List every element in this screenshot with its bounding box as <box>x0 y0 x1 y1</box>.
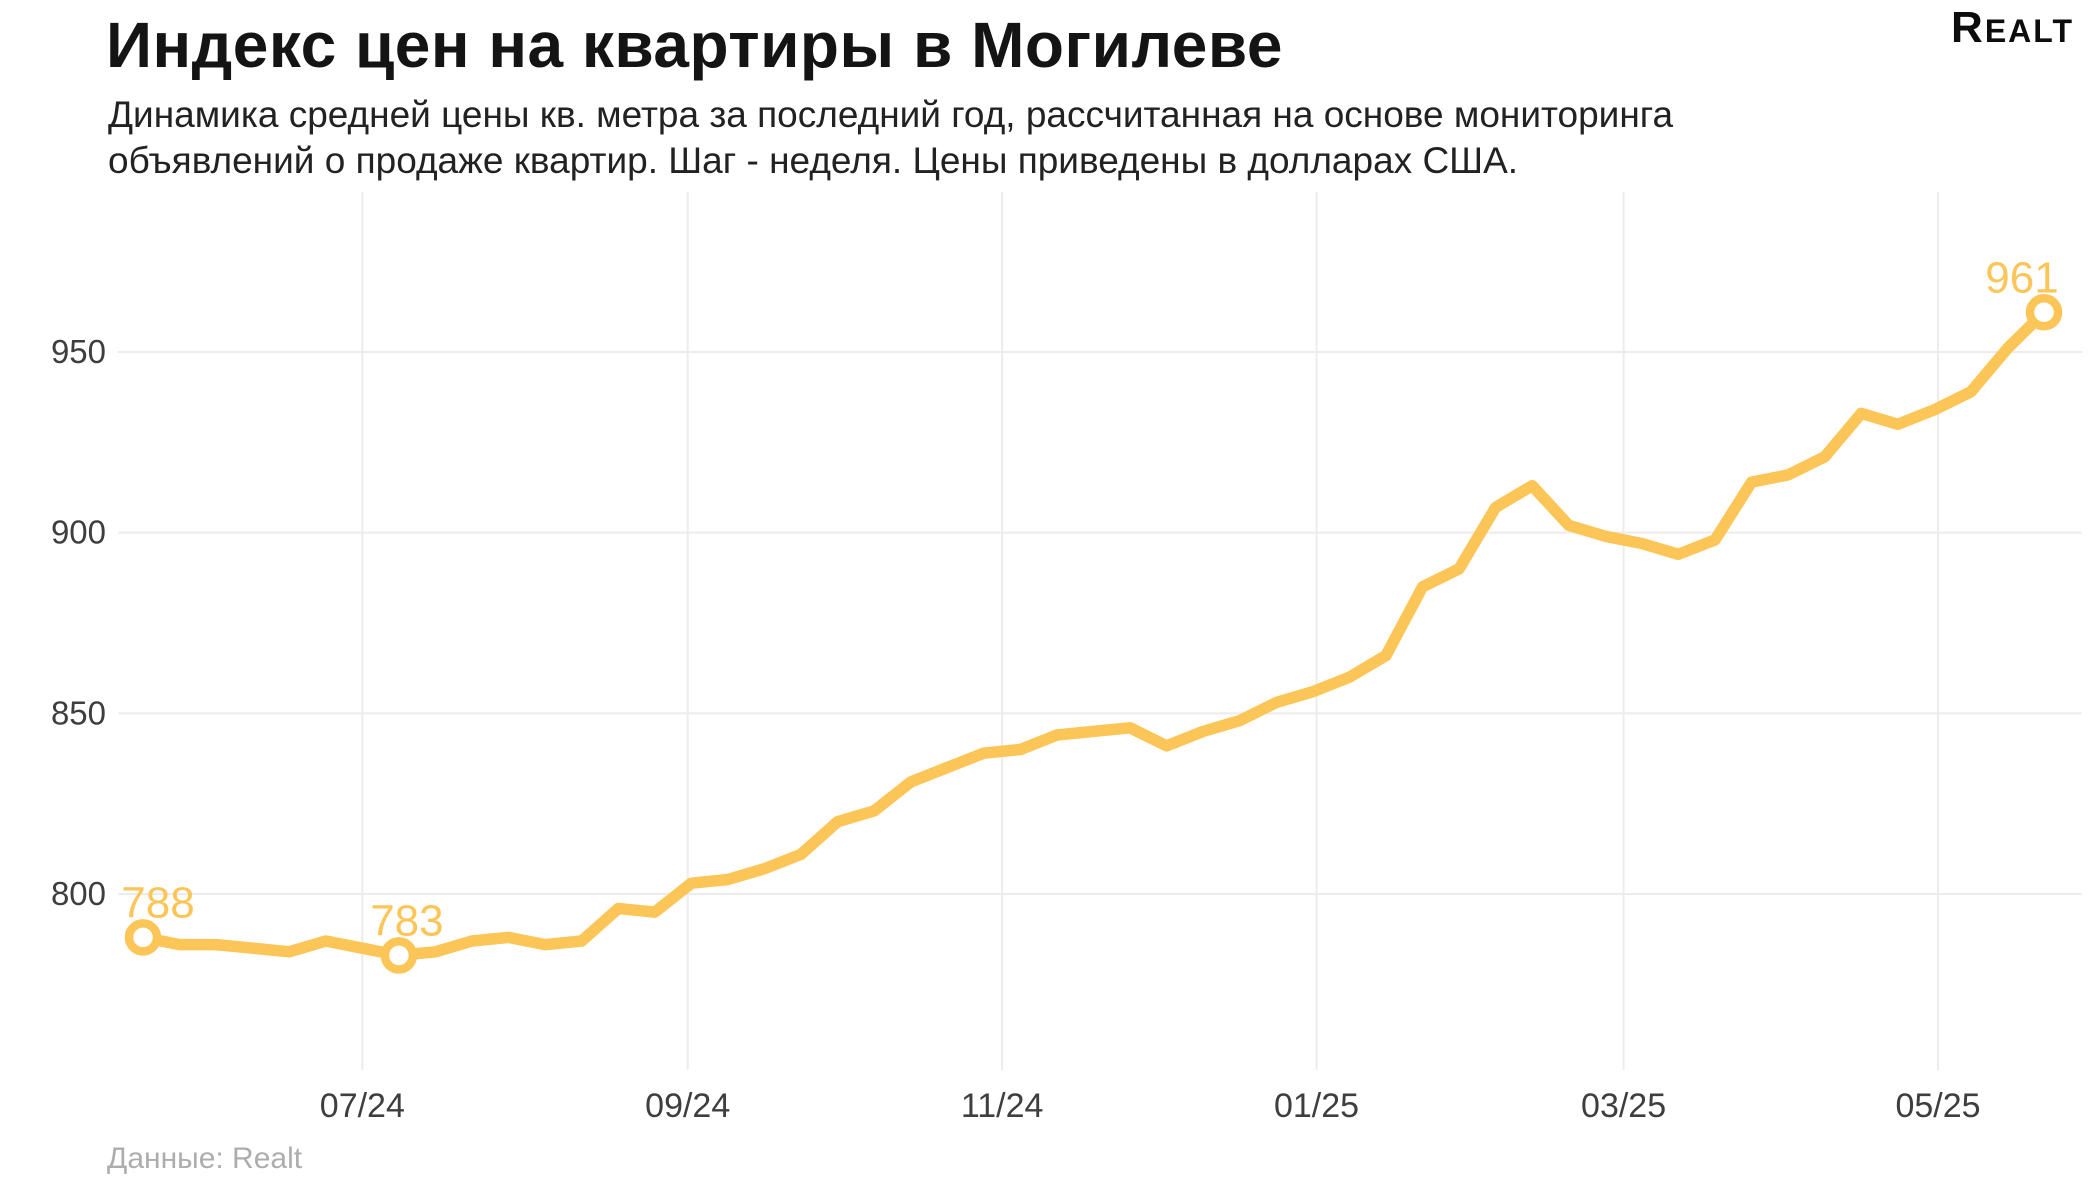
chart-subtitle: Динамика средней цены кв. метра за после… <box>108 92 1673 184</box>
page-title: Индекс цен на квартиры в Могилеве <box>106 9 1283 81</box>
data-source-note: Данные: Realt <box>107 1142 303 1175</box>
y-axis-tick-label: 800 <box>51 875 106 912</box>
data-point-label: 788 <box>121 878 194 927</box>
data-point-label: 961 <box>1985 253 2058 302</box>
chart-subtitle-line-1: Динамика средней цены кв. метра за после… <box>108 94 1674 135</box>
x-axis-tick-label: 11/24 <box>961 1087 1044 1125</box>
y-axis-tick-label: 950 <box>51 333 106 370</box>
x-axis-tick-label: 07/24 <box>320 1087 405 1125</box>
data-point-label: 783 <box>370 896 443 945</box>
data-point-marker <box>380 937 418 974</box>
price-line <box>137 306 2050 962</box>
realt-logo: Realt <box>1951 3 2074 52</box>
x-axis-tick-label: 03/25 <box>1581 1087 1666 1125</box>
x-axis-tick-label: 05/25 <box>1895 1087 1980 1125</box>
x-axis-tick-label: 01/25 <box>1274 1087 1359 1125</box>
chart-subtitle-line-2: объявлений о продаже квартир. Шаг - неде… <box>108 140 1519 181</box>
y-axis-tick-label: 900 <box>51 514 106 551</box>
data-point-marker <box>2025 294 2063 331</box>
data-point-marker <box>124 919 162 956</box>
y-axis-tick-label: 850 <box>51 694 106 731</box>
x-axis-tick-label: 09/24 <box>645 1087 730 1125</box>
